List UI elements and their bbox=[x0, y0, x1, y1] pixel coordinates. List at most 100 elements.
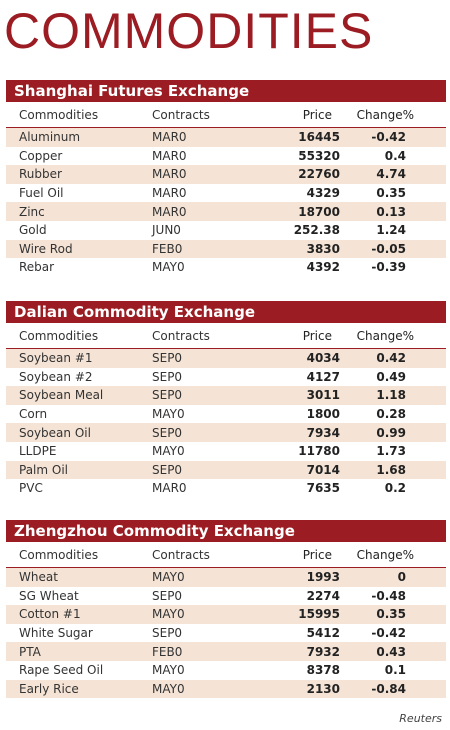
table-row: SG Wheat SEP0 2274 -0.48 bbox=[6, 586, 446, 606]
table-row: Wire Rod FEB0 3830 -0.05 bbox=[6, 239, 446, 259]
price-value: 4329 bbox=[306, 186, 340, 201]
contract-month: FEB0 bbox=[152, 241, 183, 256]
contract-month: SEP0 bbox=[152, 626, 183, 641]
section-header: Shanghai Futures Exchange bbox=[6, 80, 446, 102]
commodity-name: Gold bbox=[19, 223, 47, 238]
table-row: White Sugar SEP0 5412 -0.42 bbox=[6, 623, 446, 643]
price-value: 1993 bbox=[306, 570, 340, 585]
contract-month: MAY0 bbox=[152, 444, 185, 459]
column-header-row: Commodities Contracts Price Change% bbox=[6, 323, 446, 349]
commodity-name: Rape Seed Oil bbox=[19, 663, 104, 678]
contract-month: MAR0 bbox=[152, 167, 187, 182]
table-row: Wheat MAY0 1993 0 bbox=[6, 568, 446, 587]
contract-month: SEP0 bbox=[152, 351, 183, 366]
change-percent: 1.73 bbox=[376, 444, 406, 459]
contract-month: FEB0 bbox=[152, 644, 183, 659]
table-body: Wheat MAY0 1993 0 SG Wheat SEP0 2274 -0.48 Cotto… bbox=[6, 568, 446, 699]
price-value: 11780 bbox=[298, 444, 340, 459]
price-value: 2274 bbox=[306, 588, 340, 603]
change-percent: 0.1 bbox=[384, 663, 406, 678]
commodity-name: Zinc bbox=[19, 204, 45, 219]
change-percent: 0.35 bbox=[376, 607, 406, 622]
column-header: Commodities bbox=[19, 328, 99, 343]
change-percent: -0.05 bbox=[371, 241, 406, 256]
page-title: COMMODITIES bbox=[4, 3, 374, 59]
change-percent: 0.49 bbox=[376, 369, 406, 384]
change-percent: 0.35 bbox=[376, 186, 406, 201]
change-percent: -0.42 bbox=[371, 130, 406, 145]
commodity-name: Corn bbox=[19, 407, 48, 422]
section-zhengzhou: Zhengzhou Commodity Exchange Commodities C… bbox=[6, 520, 446, 699]
commodity-name: White Sugar bbox=[19, 626, 93, 641]
commodity-name: PVC bbox=[19, 481, 43, 496]
section-shanghai: Shanghai Futures Exchange Commodities Cont… bbox=[6, 80, 446, 277]
table-row: Aluminum MAR0 16445 -0.42 bbox=[6, 128, 446, 147]
commodity-name: SG Wheat bbox=[19, 588, 79, 603]
change-percent: -0.42 bbox=[371, 626, 406, 641]
change-percent: 0.43 bbox=[376, 644, 406, 659]
price-value: 3830 bbox=[306, 241, 340, 256]
price-value: 8378 bbox=[306, 663, 340, 678]
contract-month: MAR0 bbox=[152, 148, 187, 163]
table-row: Gold JUN0 252.38 1.24 bbox=[6, 220, 446, 240]
table-row: PTA FEB0 7932 0.43 bbox=[6, 642, 446, 661]
change-percent: 1.68 bbox=[376, 462, 406, 477]
table-body: Soybean #1 SEP0 4034 0.42 Soybean #2 SEP0 4127… bbox=[6, 349, 446, 498]
table-row: Rebar MAY0 4392 -0.39 bbox=[6, 258, 446, 277]
change-percent: 1.24 bbox=[376, 223, 406, 238]
table-row: Early Rice MAY0 2130 -0.84 bbox=[6, 679, 446, 699]
source-credit: Reuters bbox=[399, 712, 442, 725]
contract-month: MAY0 bbox=[152, 260, 185, 275]
contract-month: JUN0 bbox=[152, 223, 181, 238]
commodity-name: LLDPE bbox=[19, 444, 57, 459]
contract-month: MAR0 bbox=[152, 130, 187, 145]
column-header: Price bbox=[302, 107, 332, 122]
column-header: Change% bbox=[356, 107, 414, 122]
table-row: Palm Oil SEP0 7014 1.68 bbox=[6, 460, 446, 480]
column-header: Change% bbox=[356, 547, 414, 562]
table-row: Soybean #1 SEP0 4034 0.42 bbox=[6, 349, 446, 368]
table-row: PVC MAR0 7635 0.2 bbox=[6, 479, 446, 498]
column-header: Price bbox=[302, 547, 332, 562]
price-value: 15995 bbox=[298, 607, 340, 622]
price-value: 22760 bbox=[298, 167, 340, 182]
contract-month: MAY0 bbox=[152, 407, 185, 422]
price-value: 7635 bbox=[306, 481, 340, 496]
section-header: Zhengzhou Commodity Exchange bbox=[6, 520, 446, 542]
price-value: 7934 bbox=[306, 425, 340, 440]
price-value: 252.38 bbox=[293, 223, 340, 238]
column-header: Contracts bbox=[152, 328, 210, 343]
commodity-name: Copper bbox=[19, 148, 63, 163]
section-dalian: Dalian Commodity Exchange Commodities Cont… bbox=[6, 301, 446, 498]
commodity-name: Cotton #1 bbox=[19, 607, 81, 622]
contract-month: SEP0 bbox=[152, 588, 183, 603]
contract-month: SEP0 bbox=[152, 369, 183, 384]
column-header-row: Commodities Contracts Price Change% bbox=[6, 102, 446, 128]
price-value: 5412 bbox=[306, 626, 340, 641]
commodity-name: Palm Oil bbox=[19, 462, 69, 477]
price-value: 2130 bbox=[306, 681, 340, 696]
table-row: Soybean #2 SEP0 4127 0.49 bbox=[6, 367, 446, 387]
column-header: Contracts bbox=[152, 107, 210, 122]
contract-month: MAY0 bbox=[152, 570, 185, 585]
table-row: Rubber MAR0 22760 4.74 bbox=[6, 165, 446, 184]
contract-month: MAY0 bbox=[152, 607, 185, 622]
commodity-name: Rubber bbox=[19, 167, 62, 182]
commodity-name: Wheat bbox=[19, 570, 58, 585]
column-header: Commodities bbox=[19, 547, 99, 562]
table-row: Soybean Oil SEP0 7934 0.99 bbox=[6, 423, 446, 442]
price-value: 55320 bbox=[298, 148, 340, 163]
change-percent: -0.39 bbox=[371, 260, 406, 275]
change-percent: 1.18 bbox=[376, 388, 406, 403]
contract-month: MAR0 bbox=[152, 186, 187, 201]
commodity-name: Wire Rod bbox=[19, 241, 73, 256]
table-row: Fuel Oil MAR0 4329 0.35 bbox=[6, 183, 446, 203]
change-percent: -0.84 bbox=[371, 681, 406, 696]
column-header: Contracts bbox=[152, 547, 210, 562]
column-header-row: Commodities Contracts Price Change% bbox=[6, 542, 446, 568]
contract-month: MAR0 bbox=[152, 204, 187, 219]
table-row: Rape Seed Oil MAY0 8378 0.1 bbox=[6, 660, 446, 680]
contract-month: MAY0 bbox=[152, 663, 185, 678]
table-row: Corn MAY0 1800 0.28 bbox=[6, 404, 446, 424]
price-value: 7014 bbox=[306, 462, 340, 477]
